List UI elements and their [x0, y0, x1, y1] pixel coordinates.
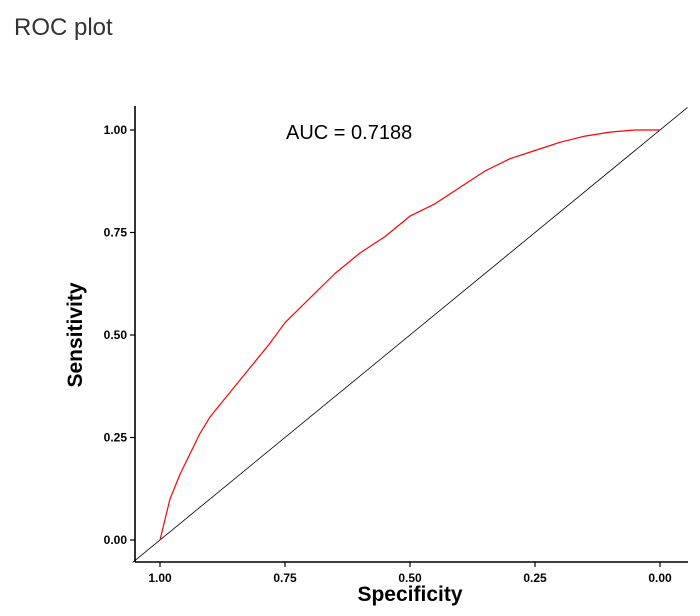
- page-title: ROC plot: [14, 14, 113, 41]
- diagonal-reference-line: [132, 107, 688, 563]
- x-axis-title: Specificity: [357, 583, 462, 606]
- roc-curve-line: [159, 129, 660, 541]
- y-tick-label: 0.75: [104, 226, 128, 240]
- y-tick-label: 0.50: [104, 328, 128, 342]
- y-tick-label: 0.00: [104, 533, 128, 547]
- x-axis-ticks: 1.00 0.75 0.50 0.25 0.00: [148, 562, 672, 585]
- roc-curve-series: [159, 129, 660, 541]
- y-tick-label: 1.00: [104, 123, 128, 137]
- y-axis-title: Sensitivity: [64, 282, 87, 387]
- x-tick-label: 0.50: [398, 571, 422, 585]
- diagonal-line: [132, 107, 688, 563]
- y-axis-ticks: 0.00 0.25 0.50 0.75 1.00: [104, 123, 135, 547]
- y-tick-label: 0.25: [104, 431, 128, 445]
- x-tick-label: 0.25: [523, 571, 547, 585]
- x-tick-label: 0.75: [273, 571, 297, 585]
- auc-annotation: AUC = 0.7188: [286, 122, 412, 144]
- x-tick-label: 0.00: [648, 571, 672, 585]
- axes: [134, 106, 688, 563]
- x-tick-label: 1.00: [148, 571, 172, 585]
